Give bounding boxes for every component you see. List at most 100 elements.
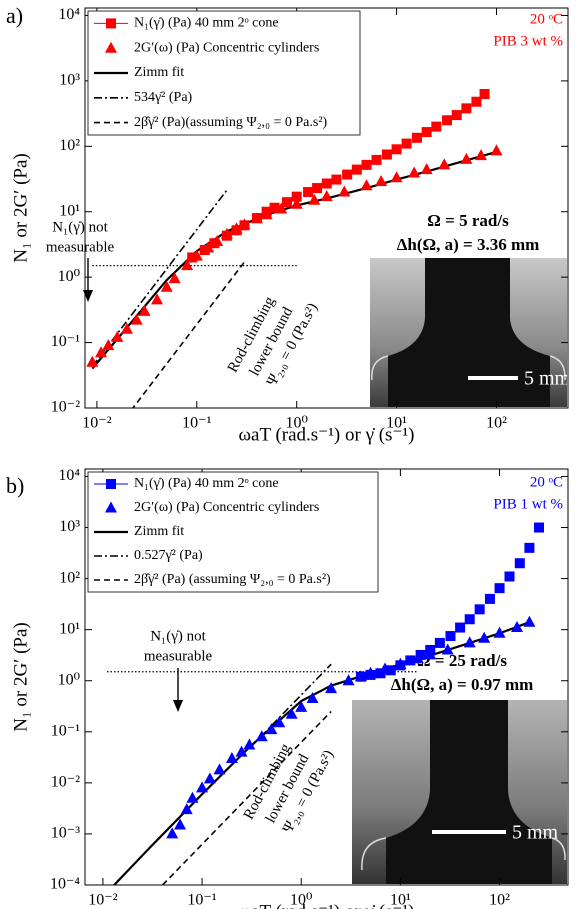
- marker-triangle: [342, 674, 355, 686]
- marker-triangle: [493, 626, 506, 638]
- marker-square: [479, 89, 490, 100]
- legend-label: N₁(γ̇) (Pa) 40 mm 2ᵒ cone: [134, 476, 279, 491]
- temperature: 20 ᵒC: [530, 11, 563, 27]
- marker-square: [381, 149, 392, 160]
- y-tick-label: 10⁰: [58, 671, 80, 688]
- marker-square: [474, 604, 485, 615]
- y-tick-label: 10⁴: [58, 6, 80, 23]
- marker-triangle: [168, 272, 181, 284]
- marker-triangle: [290, 197, 303, 209]
- marker-triangle: [441, 643, 454, 655]
- marker-square: [411, 132, 422, 143]
- marker-square: [464, 614, 475, 625]
- plot-area: [86, 89, 503, 408]
- marker-square: [361, 159, 372, 170]
- marker-square: [106, 18, 116, 29]
- x-tick-label: 10¹: [386, 415, 407, 432]
- marker-square: [342, 169, 353, 180]
- marker-triangle: [308, 193, 321, 205]
- annotation: N₁(γ̇) not: [150, 628, 206, 644]
- marker-square: [385, 665, 396, 676]
- marker-triangle: [230, 222, 243, 234]
- scale-bar-label: 5 mm: [512, 822, 559, 844]
- marker-triangle: [220, 227, 233, 239]
- marker-square: [431, 121, 442, 132]
- plot-frame: [84, 7, 569, 409]
- marker-triangle: [260, 208, 273, 220]
- marker-square: [269, 202, 280, 213]
- marker-square: [461, 103, 472, 114]
- marker-triangle: [306, 691, 319, 703]
- temperature: 20 ᵒC: [530, 474, 563, 490]
- marker-triangle: [285, 707, 298, 719]
- marker-square: [471, 96, 482, 107]
- marker-triangle: [211, 235, 224, 247]
- marker-square: [445, 631, 456, 642]
- y-tick-label: 10⁻⁴: [50, 876, 80, 893]
- panel-label: b): [6, 473, 24, 498]
- marker-square: [282, 197, 293, 208]
- marker-square: [351, 164, 362, 175]
- x-tick-label: 10⁻¹: [187, 892, 216, 909]
- x-axis-label: ωaT (rad.s⁻¹) or γ̇ (s⁻¹): [239, 424, 415, 445]
- marker-triangle: [166, 827, 179, 839]
- marker-triangle: [390, 171, 403, 183]
- y-tick-label: 10⁰: [58, 268, 80, 285]
- marker-triangle: [243, 738, 256, 750]
- inset-photo: [370, 258, 567, 407]
- marker-square: [321, 178, 332, 189]
- marker-triangle: [424, 648, 437, 660]
- series-line: [131, 261, 246, 408]
- marker-triangle: [364, 666, 377, 678]
- series-line: [162, 710, 332, 885]
- marker-triangle: [120, 322, 133, 334]
- marker-triangle: [235, 745, 248, 757]
- marker-triangle: [320, 190, 333, 202]
- marker-square: [331, 174, 342, 185]
- x-tick-label: 10²: [489, 892, 510, 909]
- x-tick-label: 10⁰: [285, 415, 307, 432]
- marker-square: [442, 115, 453, 126]
- marker-square: [514, 558, 525, 569]
- legend-label: 0.527γ̇² (Pa): [134, 548, 203, 563]
- y-tick-label: 10¹: [59, 620, 80, 637]
- chart-panel: 10⁻² 10⁻¹ 10⁰ 10¹ 10² 10⁻⁴ 10⁻³ 10⁻² 10⁻¹ 10⁰ 10¹ 1…: [10, 467, 569, 909]
- annotation: measurable: [144, 648, 213, 664]
- marker-triangle: [408, 166, 421, 178]
- legend-label: N₁(γ̇) (Pa) 40 mm 2ᵒ cone: [134, 16, 279, 31]
- marker-triangle: [463, 636, 476, 648]
- scale-bar-label: 5 mm: [524, 368, 571, 390]
- marker-triangle: [213, 763, 226, 775]
- marker-triangle: [202, 241, 215, 253]
- marker-triangle: [225, 752, 238, 764]
- y-tick-label: 10⁻²: [51, 399, 80, 416]
- marker-triangle: [394, 657, 407, 669]
- inset-photo: [352, 700, 567, 884]
- marker-triangle: [203, 772, 216, 784]
- omega: Ω = 25 rad/s: [417, 651, 507, 670]
- marker-triangle: [105, 41, 117, 53]
- marker-square: [391, 144, 402, 155]
- panel-label: a): [6, 3, 23, 28]
- legend-label: 2G′(ω) (Pa) Concentric cylinders: [134, 500, 319, 515]
- y-tick-label: 10⁻¹: [51, 722, 80, 739]
- y-axis-label: N₁ or 2G′ (Pa): [10, 153, 31, 262]
- marker-square: [106, 479, 116, 489]
- marker-triangle: [130, 313, 143, 325]
- x-tick-label: 10⁻²: [82, 415, 111, 432]
- marker-triangle: [102, 339, 115, 351]
- marker-triangle: [325, 682, 338, 694]
- marker-square: [524, 542, 535, 553]
- plot-frame: [84, 468, 569, 886]
- marker-square: [434, 637, 445, 648]
- marker-triangle: [95, 346, 108, 358]
- marker-triangle: [105, 501, 117, 513]
- x-tick-label: 10⁰: [290, 892, 312, 909]
- marker-triangle: [478, 631, 491, 643]
- marker-triangle: [273, 716, 286, 728]
- x-axis-label: ωaT (rad.s⁻¹) or γ̇ (s⁻¹): [239, 901, 415, 909]
- height: Δh(Ω, a) = 3.36 mm: [397, 235, 540, 254]
- marker-triangle: [354, 670, 367, 682]
- marker-triangle: [196, 781, 209, 793]
